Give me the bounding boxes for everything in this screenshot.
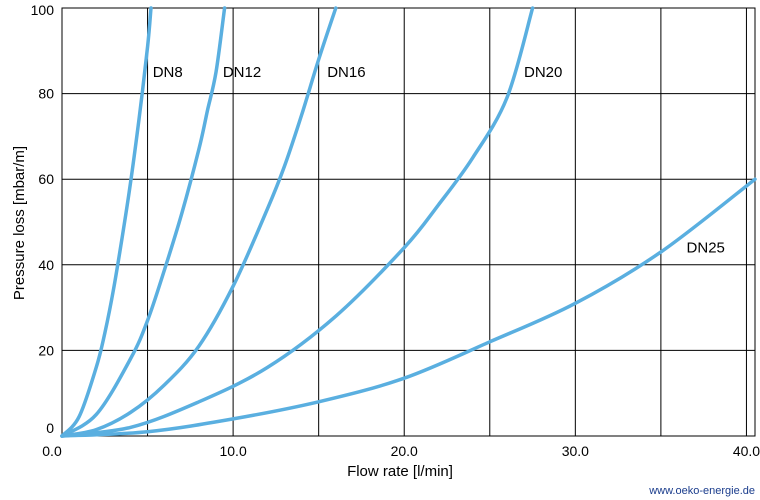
y-tick-labels: 0 20 40 60 80 100 bbox=[31, 2, 55, 436]
x-tick-label: 40.0 bbox=[733, 443, 760, 459]
series-line-dn12 bbox=[60, 6, 227, 438]
series-line-dn16 bbox=[60, 6, 338, 438]
x-tick-label: 20.0 bbox=[391, 443, 418, 459]
series-line-dn8 bbox=[60, 6, 153, 438]
y-axis-label: Pressure loss [mbar/m] bbox=[11, 146, 28, 300]
series-label-dn12: DN12 bbox=[223, 64, 261, 81]
x-tick-labels: 0.0 10.0 20.0 30.0 40.0 bbox=[42, 443, 760, 459]
y-tick-label: 100 bbox=[31, 2, 55, 18]
series-label-dn8: DN8 bbox=[153, 64, 183, 81]
credit-text: www.oeko-energie.de bbox=[648, 485, 755, 497]
x-tick-label: 0.0 bbox=[42, 443, 62, 459]
plot-frame bbox=[61, 7, 756, 437]
y-tick-label: 60 bbox=[38, 171, 54, 187]
series-label-dn20: DN20 bbox=[524, 64, 562, 81]
x-tick-label: 10.0 bbox=[219, 443, 246, 459]
y-tick-label: 20 bbox=[38, 342, 54, 358]
series-line-dn20 bbox=[60, 6, 535, 438]
y-tick-label: 0 bbox=[46, 420, 54, 436]
series-line-dn25 bbox=[60, 177, 757, 438]
series-label-dn25: DN25 bbox=[687, 240, 725, 257]
x-tick-label: 30.0 bbox=[562, 443, 589, 459]
y-tick-label: 80 bbox=[38, 86, 54, 102]
x-axis-label: Flow rate [l/min] bbox=[347, 463, 453, 480]
series-labels: DN8 DN12 DN16 DN20 DN25 bbox=[153, 64, 725, 256]
series-lines bbox=[60, 6, 757, 438]
grid-lines bbox=[61, 7, 756, 437]
y-tick-label: 40 bbox=[38, 257, 54, 273]
series-label-dn16: DN16 bbox=[327, 64, 365, 81]
